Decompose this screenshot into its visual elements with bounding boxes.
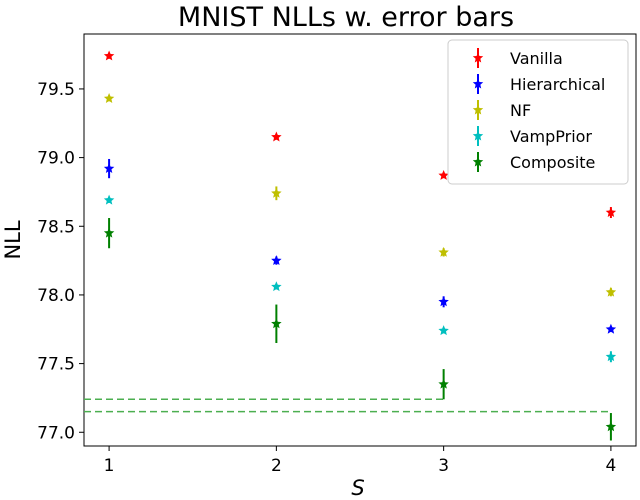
vampprior-point	[103, 194, 115, 205]
legend-box	[447, 39, 629, 185]
y-tick-label: 77.0	[37, 423, 75, 443]
hierarchical-legend-label: Hierarchical	[510, 75, 605, 94]
nf-point	[103, 93, 115, 103]
composite-point	[103, 227, 115, 238]
composite-legend-marker	[472, 156, 484, 167]
vanilla-point	[605, 207, 617, 217]
composite-point	[605, 421, 617, 432]
x-tick-label: 3	[438, 456, 449, 476]
y-axis: 77.0 77.5 78.0 78.5 79.0 79.5	[37, 80, 84, 443]
x-axis-label: S	[351, 476, 364, 500]
nf-point	[438, 246, 449, 257]
vampprior-point	[438, 325, 449, 336]
vanilla-legend-label: Vanilla	[510, 49, 563, 68]
y-tick-label: 78.0	[37, 286, 75, 306]
composite-point	[438, 378, 449, 389]
y-tick-label: 79.0	[37, 149, 75, 169]
x-tick-label: 4	[605, 456, 616, 476]
nf-point	[605, 286, 617, 297]
hierarchical-point	[271, 255, 282, 266]
hierarchical-legend-marker	[472, 78, 484, 89]
x-tick-label: 2	[271, 456, 282, 476]
vampprior-legend-label: VampPrior	[510, 127, 592, 146]
hierarchical-point	[438, 296, 449, 307]
legend: Vanilla Hierarchical NF VampPrior Composite	[447, 39, 629, 185]
vanilla-legend-marker	[472, 52, 484, 63]
vanilla-point	[271, 131, 282, 142]
vanilla-point	[438, 169, 449, 180]
nf-point	[271, 187, 282, 198]
reference-lines	[84, 398, 611, 413]
vampprior-legend-marker	[472, 130, 484, 141]
y-tick-label: 77.5	[37, 355, 75, 375]
data-points	[103, 50, 617, 441]
y-axis-label: NLL	[1, 220, 25, 259]
vampprior-point	[605, 351, 617, 362]
composite-point	[271, 318, 282, 329]
x-tick-label: 1	[104, 456, 115, 476]
vanilla-point	[103, 50, 115, 61]
chart-title: MNIST NLLs w. error bars	[178, 2, 514, 33]
hierarchical-point	[605, 323, 617, 334]
y-tick-label: 79.5	[37, 80, 75, 100]
vampprior-point	[271, 281, 282, 292]
hierarchical-point	[103, 163, 115, 174]
composite-legend-label: Composite	[510, 153, 595, 172]
y-tick-label: 78.5	[37, 217, 75, 237]
x-axis: 1 2 3 4	[104, 446, 616, 476]
nf-legend-marker	[472, 104, 484, 115]
nf-legend-label: NF	[510, 101, 531, 120]
